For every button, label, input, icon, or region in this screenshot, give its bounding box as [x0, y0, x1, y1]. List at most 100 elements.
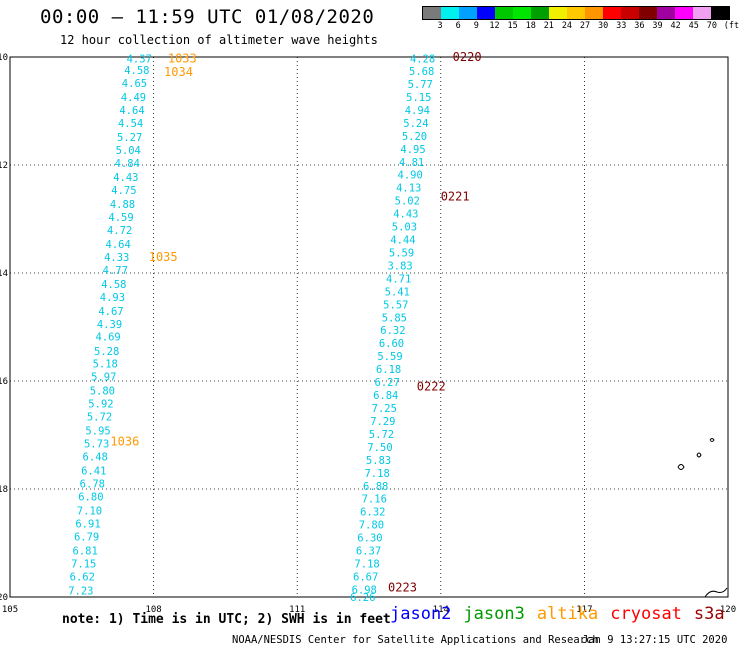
wave-height-value: 6.81: [73, 546, 98, 558]
colorbar-swatch: [693, 7, 711, 19]
wave-height-value: 5.57: [383, 299, 408, 311]
wave-height-value: 6.78: [80, 479, 105, 491]
wave-height-value: 5.77: [408, 79, 433, 91]
island-shape: [709, 438, 715, 442]
wave-height-value: 5.92: [88, 399, 113, 411]
wave-height-value: 7.23: [68, 586, 93, 598]
wave-height-value: 4.43: [113, 172, 138, 184]
pass-time-label: 1034: [164, 65, 193, 79]
wave-height-value: 5.95: [85, 426, 110, 438]
colorbar-swatch: [567, 7, 585, 19]
pass-time-label: 1036: [110, 434, 139, 448]
colorbar-label: 36: [634, 21, 645, 31]
wave-height-value: 6.88: [363, 481, 388, 493]
colorbar-swatch: [441, 7, 459, 19]
wave-height-value: 4.95: [400, 144, 425, 156]
colorbar-label: (ft): [723, 21, 740, 31]
legend-s3a: s3a: [693, 604, 725, 624]
colorbar-swatch: [603, 7, 621, 19]
wave-height-value: 5.59: [389, 247, 414, 259]
colorbar-swatch: [477, 7, 495, 19]
credit-text: NOAA/NESDIS Center for Satellite Applica…: [232, 634, 599, 646]
wave-height-value: 6.27: [375, 377, 400, 389]
wave-height-value: 6.48: [83, 452, 108, 464]
wave-height-value: 4.13: [396, 183, 421, 195]
wave-height-value: 4.77: [103, 265, 128, 277]
wave-height-value: 5.24: [403, 118, 428, 130]
colorbar-swatch: [513, 7, 531, 19]
wave-height-value: 6.37: [356, 546, 381, 558]
wave-height-value: 4.54: [118, 118, 143, 130]
y-tick-label: -14: [0, 269, 8, 279]
wave-height-value: 4.81: [399, 157, 424, 169]
colorbar-swatch: [531, 7, 549, 19]
wave-height-value: 4.59: [108, 212, 133, 224]
wave-height-value: 4.44: [390, 235, 415, 247]
wave-height-value: 4.33: [104, 252, 129, 264]
chart-title: 00:00 – 11:59 UTC 01/08/2020: [40, 6, 375, 28]
wave-height-value: 4.90: [398, 170, 423, 182]
wave-height-value: 3.83: [387, 260, 412, 272]
colorbar-label: 45: [688, 21, 699, 31]
colorbar-swatch: [711, 7, 729, 19]
colorbar-label: 27: [579, 21, 591, 31]
wave-height-value: 5.85: [382, 312, 407, 324]
wave-height-value: 4.28: [410, 54, 435, 66]
y-tick-label: -10: [0, 53, 8, 63]
wave-height-value: 7.18: [354, 559, 379, 571]
wave-height-value: 6.67: [353, 571, 378, 583]
wave-height-value: 4.64: [106, 239, 131, 251]
plot-frame: [9, 56, 729, 598]
wave-height-value: 5.68: [409, 66, 434, 78]
y-tick-label: -20: [0, 593, 8, 603]
colorbar-swatch: [675, 7, 693, 19]
wave-height-value: 5.59: [377, 351, 402, 363]
colorbar-label: 15: [507, 21, 518, 31]
colorbar-swatch: [459, 7, 477, 19]
colorbar-label: 9: [473, 21, 479, 31]
coastline-shape: [704, 587, 728, 598]
wave-height-value: 7.80: [359, 520, 384, 532]
x-tick-label: 114: [433, 605, 449, 615]
colorbar-swatch: [585, 7, 603, 19]
wave-height-value: 5.15: [406, 92, 431, 104]
wave-height-value: 4.72: [107, 225, 132, 237]
wave-height-value: 4.69: [95, 332, 120, 344]
wave-height-value: 4.84: [115, 158, 140, 170]
island-shape: [677, 464, 685, 470]
island-shape: [696, 452, 702, 458]
colorbar-label: 30: [598, 21, 609, 31]
colorbar-swatch: [639, 7, 657, 19]
wave-height-value: 5.80: [90, 386, 115, 398]
wave-height-value: 7.25: [372, 403, 397, 415]
wave-height-value: 7.18: [364, 468, 389, 480]
wave-height-value: 5.04: [116, 145, 141, 157]
wave-height-value: 6.84: [373, 390, 398, 402]
wave-height-value: 4.43: [393, 209, 418, 221]
pass-time-label: 0220: [453, 50, 482, 64]
wave-height-value: 4.75: [111, 185, 136, 197]
colorbar-label: 12: [489, 21, 500, 31]
wave-height-value: 5.18: [93, 359, 118, 371]
wave-height-value: 6.32: [380, 325, 405, 337]
pass-time-label: 0222: [417, 379, 446, 393]
wave-height-value: 7.10: [77, 506, 102, 518]
wave-height-value: 5.20: [402, 131, 427, 143]
wave-height-value: 6.60: [379, 338, 404, 350]
wave-height-value: 5.03: [392, 222, 417, 234]
wave-height-value: 4.58: [124, 65, 149, 77]
colorbar-label: 24: [561, 21, 573, 31]
x-tick-label: 117: [576, 605, 592, 615]
wave-height-value: 4.49: [121, 92, 146, 104]
legend-cryosat: cryosat: [610, 604, 682, 624]
wave-height-value: 4.71: [386, 273, 411, 285]
colorbar-swatch: [621, 7, 639, 19]
wave-height-value: 7.50: [367, 442, 392, 454]
colorbar-label: 21: [543, 21, 554, 31]
legend-jason3: jason3: [463, 604, 525, 624]
wave-height-value: 7.15: [71, 559, 96, 571]
wave-height-value: 6.79: [74, 532, 99, 544]
